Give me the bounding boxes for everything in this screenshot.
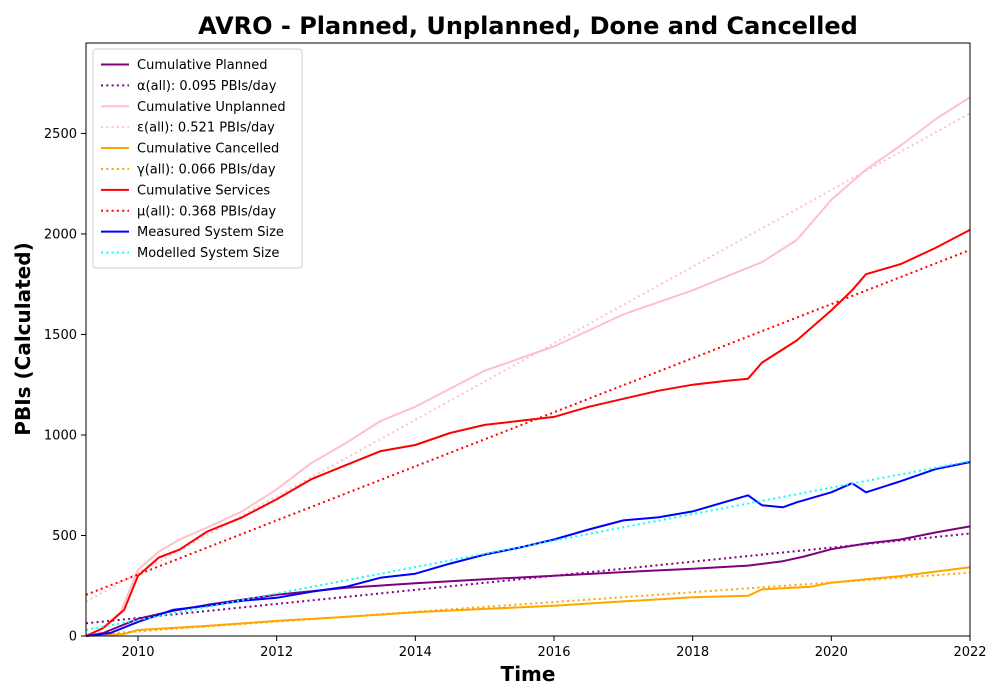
y-tick-label: 1000: [44, 428, 77, 443]
series-line-cumulative-services: [85, 229, 971, 637]
plot-frame: [85, 42, 971, 637]
series-line-cumulative-cancelled: [85, 566, 971, 637]
legend-label: α(all): 0.095 PBIs/day: [137, 79, 277, 94]
x-axis-label: Time: [501, 662, 556, 686]
legend-label: Cumulative Planned: [137, 58, 267, 73]
x-tick-label: 2012: [260, 645, 293, 660]
legend-label: Modelled System Size: [137, 246, 279, 261]
legend-label: Cumulative Cancelled: [137, 142, 279, 157]
y-axis-label: PBIs (Calculated): [11, 242, 35, 435]
y-tick-label: 0: [69, 630, 77, 645]
series-line-measured-system-size: [85, 461, 971, 637]
y-tick-label: 2500: [44, 127, 77, 142]
legend: Cumulative Planned α(all): 0.095 PBIs/day…: [92, 48, 303, 269]
x-tick-label: 2020: [815, 645, 848, 660]
x-tick-label: 2018: [676, 645, 709, 660]
series-line-all-0-095-pbis-day: [85, 532, 971, 625]
series-line-all-0-368-pbis-day: [85, 249, 971, 596]
x-tick-label: 2016: [537, 645, 570, 660]
y-tick-label: 500: [52, 529, 77, 544]
x-tick-label: 2010: [121, 645, 154, 660]
legend-label: γ(all): 0.066 PBIs/day: [137, 162, 276, 177]
series-line-cumulative-unplanned: [85, 96, 971, 637]
x-tick-label: 2022: [953, 645, 986, 660]
legend-box: [92, 48, 303, 269]
axis-ticks: 2010 2012 2014 2016 2018 2020 2022 0 500 1000 1500…: [44, 127, 987, 660]
legend-label: Cumulative Unplanned: [137, 100, 286, 115]
chart-title: AVRO - Planned, Unplanned, Done and Canc…: [198, 12, 858, 40]
series-line-all-0-521-pbis-day: [85, 112, 971, 603]
series-line-modelled-system-size: [85, 460, 971, 631]
legend-label: μ(all): 0.368 PBIs/day: [137, 204, 276, 219]
plot-lines: [85, 96, 971, 637]
x-tick-label: 2014: [399, 645, 432, 660]
series-line-all-0-066-pbis-day: [85, 571, 971, 636]
legend-label: Cumulative Services: [137, 183, 270, 198]
legend-label: Measured System Size: [137, 225, 284, 240]
y-tick-label: 2000: [44, 227, 77, 242]
legend-label: ε(all): 0.521 PBIs/day: [137, 121, 275, 136]
y-tick-label: 1500: [44, 328, 77, 343]
